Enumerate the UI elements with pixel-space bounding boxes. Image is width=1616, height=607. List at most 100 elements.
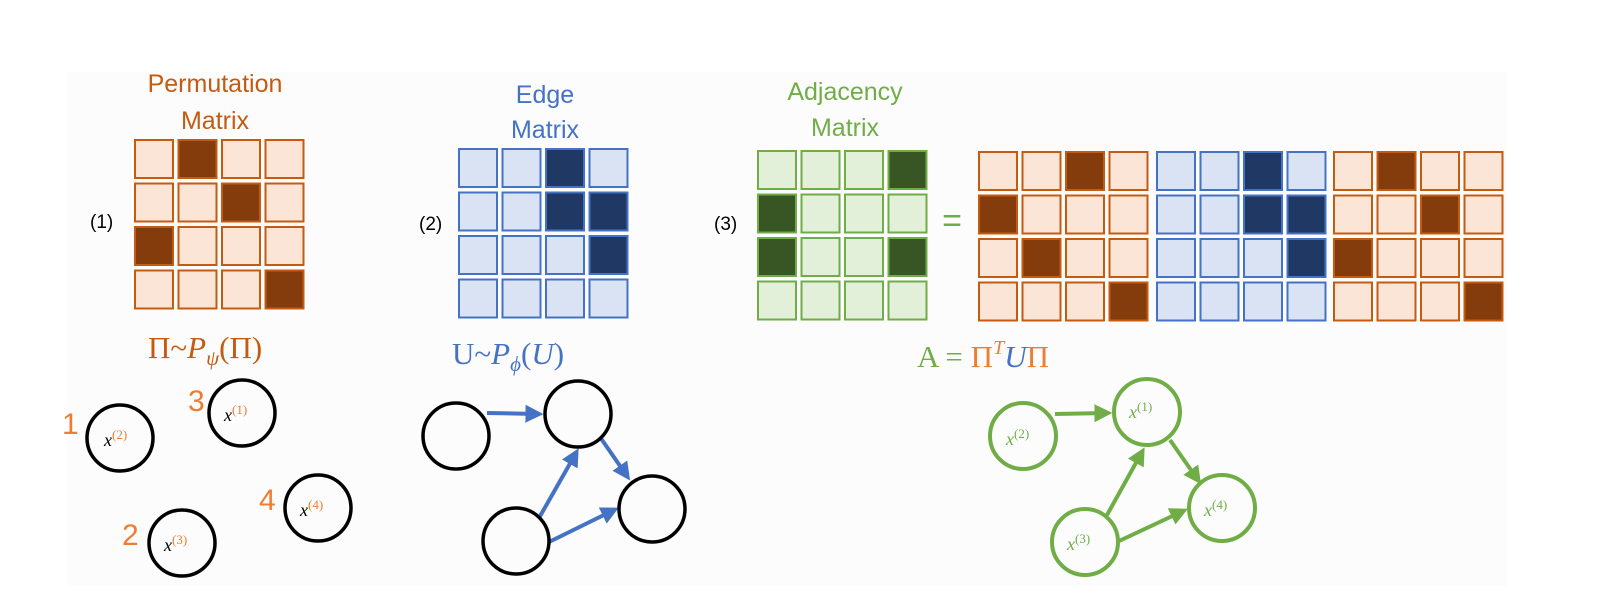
permutation-matrix	[134, 139, 305, 310]
matrix-cell-empty	[1463, 151, 1504, 191]
matrix-cell-empty	[1376, 238, 1417, 278]
adjacency-title-line2: Matrix	[811, 114, 880, 142]
matrix-cell-empty	[588, 278, 629, 319]
matrix-cell-empty	[800, 193, 841, 234]
edge-arrow	[1054, 404, 1113, 423]
matrix-cell-filled	[221, 182, 261, 223]
edge-arrow	[548, 507, 619, 544]
matrix-cell-empty	[264, 139, 305, 179]
label-3: (3)	[714, 214, 737, 235]
product-perm-transpose-matrix	[978, 151, 1149, 322]
matrix-cell-empty	[1420, 151, 1460, 191]
matrix-cell-empty	[221, 269, 261, 310]
matrix-cell-empty	[1333, 281, 1373, 322]
node-text: x(4)	[1203, 497, 1227, 520]
graph3-node	[1187, 473, 1257, 543]
matrix-cell-filled	[1463, 281, 1504, 322]
node-text: x(2)	[1005, 426, 1029, 449]
matrix-cell-empty	[134, 269, 174, 310]
matrix-cell-filled	[545, 191, 585, 232]
node-text: x(3)	[1066, 531, 1090, 554]
matrix-cell-empty	[978, 238, 1018, 278]
graph2-node	[617, 474, 687, 544]
matrix-cell-empty	[264, 226, 305, 266]
matrix-cell-empty	[844, 193, 884, 234]
graph1-node	[147, 508, 217, 578]
matrix-cell-empty	[1021, 194, 1062, 235]
matrix-cell-empty	[221, 226, 261, 266]
matrix-cell-empty	[1420, 238, 1460, 278]
matrix-cell-empty	[1108, 151, 1149, 191]
equals-sign: =	[942, 202, 962, 240]
matrix-cell-empty	[978, 281, 1018, 322]
matrix-cell-empty	[1243, 281, 1283, 322]
matrix-cell-empty	[1376, 281, 1417, 322]
edge-arrow	[1168, 438, 1202, 485]
matrix-cell-empty	[134, 139, 174, 179]
label-1: (1)	[90, 212, 113, 233]
graph1-node	[207, 378, 277, 448]
matrix-cell-empty	[1199, 194, 1240, 235]
matrix-cell-empty	[458, 148, 498, 188]
matrix-cell-filled	[1376, 151, 1417, 191]
matrix-cell-filled	[264, 269, 305, 310]
matrix-cell-empty	[1243, 238, 1283, 278]
matrix-cell-empty	[1199, 238, 1240, 278]
matrix-cell-empty	[221, 139, 261, 179]
edge-formula: U~Pϕ(U)	[452, 336, 564, 376]
matrix-cell-empty	[887, 193, 928, 234]
edge-matrix	[458, 148, 629, 319]
matrix-cell-empty	[978, 151, 1018, 191]
matrix-cell-empty	[1420, 281, 1460, 322]
matrix-cell-empty	[134, 182, 174, 223]
adjacency-title-line1: Adjacency	[787, 78, 903, 106]
matrix-cell-filled	[1021, 238, 1062, 278]
matrix-cell-filled	[757, 193, 797, 234]
matrix-cell-filled	[134, 226, 174, 266]
matrix-cell-empty	[800, 150, 841, 190]
matrix-cell-empty	[458, 191, 498, 232]
matrix-cell-empty	[844, 150, 884, 190]
product-edge-matrix	[1156, 151, 1327, 322]
node-number: 1	[62, 408, 79, 441]
matrix-cell-empty	[177, 182, 218, 223]
matrix-cell-filled	[1243, 151, 1283, 191]
product-perm-matrix	[1333, 151, 1504, 322]
matrix-cell-empty	[1376, 194, 1417, 235]
edge-title-line2: Matrix	[511, 116, 580, 144]
node-number: 2	[122, 519, 139, 552]
matrix-cell-filled	[177, 139, 218, 179]
matrix-cell-empty	[1021, 151, 1062, 191]
matrix-cell-empty	[757, 150, 797, 190]
matrix-cell-empty	[1021, 281, 1062, 322]
edge-arrow	[1116, 508, 1188, 544]
node-text: x(1)	[223, 402, 247, 425]
matrix-cell-filled	[1286, 238, 1327, 278]
graph-1-node-set: 1 x(2) 3 x(1) 4 x(4) 2 x(3)	[62, 378, 353, 578]
matrix-cell-empty	[1463, 194, 1504, 235]
node-number: 4	[259, 484, 276, 517]
matrix-cell-empty	[1156, 194, 1196, 235]
matrix-cell-empty	[1286, 281, 1327, 322]
matrix-cell-empty	[1333, 194, 1373, 235]
matrix-cell-empty	[458, 278, 498, 319]
matrix-cell-empty	[177, 269, 218, 310]
matrix-cell-empty	[844, 237, 884, 277]
node-number: 3	[188, 385, 205, 418]
matrix-cell-empty	[887, 280, 928, 321]
matrix-cell-filled	[1286, 194, 1327, 235]
matrix-cell-empty	[588, 148, 629, 188]
matrix-cell-filled	[1420, 194, 1460, 235]
matrix-cell-empty	[545, 235, 585, 275]
edge-arrow	[486, 404, 544, 423]
matrix-cell-empty	[1199, 151, 1240, 191]
matrix-cell-empty	[1463, 238, 1504, 278]
matrix-cell-empty	[844, 280, 884, 321]
matrix-cell-empty	[1108, 194, 1149, 235]
matrix-cell-empty	[177, 226, 218, 266]
graph3-node	[1112, 377, 1182, 447]
matrix-cell-empty	[1156, 151, 1196, 191]
matrix-cell-empty	[1065, 238, 1105, 278]
adjacency-matrix	[757, 150, 928, 321]
graph2-node	[543, 379, 613, 449]
